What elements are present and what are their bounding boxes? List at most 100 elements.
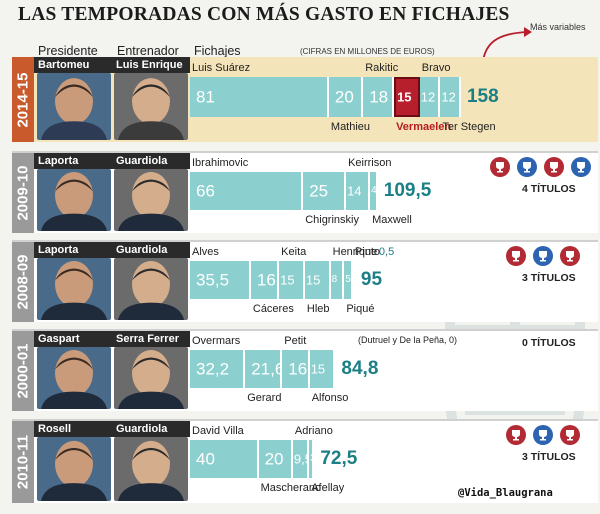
player-name: Cáceres [252, 303, 294, 315]
trophy-icon [571, 157, 591, 177]
trophy-icon [560, 425, 580, 445]
presidente-photo [37, 437, 111, 501]
season-row: 2008-09 Laporta Guardiola 35,5 Alves 16,5 Cáce… [12, 240, 598, 322]
player-name: Maxwell [372, 214, 412, 226]
credit: @Vida_Blaugrana [458, 487, 553, 499]
player-bar: 9,5 [292, 440, 312, 478]
player-value-label: 18 [369, 87, 389, 107]
player-value-label: 20 [264, 449, 284, 469]
player-name: Gerard [247, 392, 282, 404]
variables-note: Más variables [530, 22, 586, 32]
player-name: Hleb [306, 303, 330, 315]
player-name: David Villa [192, 425, 244, 437]
entrenador-photo [114, 437, 188, 501]
player-bar: 8 [330, 261, 345, 299]
season-year-bar: 2000-01 [12, 331, 34, 411]
player-bar: 3 [309, 440, 316, 478]
player-name: Keita [281, 246, 307, 258]
trophy-icon [560, 246, 580, 266]
trophy-icon [506, 425, 526, 445]
titles-count: 0 TÍTULOS [522, 337, 576, 349]
season-note: (Dutruel y De la Peña, 0) [358, 335, 458, 345]
player-bar: 5 [344, 261, 353, 299]
player-name: Ibrahimovic [192, 157, 249, 169]
player-bar: 35,5 [190, 261, 251, 299]
player-bar: 32,2 [190, 350, 246, 388]
player-value-label: 15 [310, 361, 326, 377]
trophy-icon [533, 425, 553, 445]
player-name: Keirrison [348, 157, 392, 169]
player-bar: 20 [258, 440, 293, 478]
player-value-label: 15 [280, 272, 295, 288]
player-name: Chigrinskiy [305, 214, 359, 226]
season-total: 158 [466, 86, 499, 107]
player-value-label: 32,2 [196, 359, 230, 379]
entrenador-name: Luis Enrique [116, 59, 183, 71]
entrenador-photo [114, 73, 188, 140]
titles-count: 4 TÍTULOS [522, 183, 576, 195]
player-bar: 81 [190, 77, 329, 117]
player-bar: 40 [190, 440, 259, 478]
column-header-entrenador: Entrenador [117, 44, 179, 58]
player-value-label: 15 [305, 272, 321, 288]
player-value-label: 14 [347, 183, 362, 199]
name-strip [34, 242, 190, 258]
player-bar: 14 [346, 172, 371, 210]
trophy-icon [517, 157, 537, 177]
player-name: Pinto [354, 246, 380, 258]
player-name: Piqué [346, 303, 375, 315]
season-total: 109,5 [383, 180, 432, 201]
player-value-label: 5 [345, 274, 351, 285]
presidente-name: Rosell [38, 423, 72, 435]
trophy-icon [506, 246, 526, 266]
season-total: 84,8 [341, 358, 379, 379]
player-value-label: 3 [310, 453, 316, 464]
player-bar: 4,5 [370, 172, 385, 210]
season-row: 2009-10 Laporta Guardiola 66 Ibrahimovic 25 Ch… [12, 151, 598, 233]
player-name: Bravo [421, 62, 451, 74]
season-row: 2010-11 Rosell Guardiola 40 David Villa 20 Mas… [12, 419, 598, 503]
presidente-name: Bartomeu [38, 59, 90, 71]
titles-count: 3 TÍTULOS [522, 272, 576, 284]
player-name: Adriano [294, 425, 333, 437]
player-value-label: 4,5 [371, 185, 385, 196]
player-value-label: 66 [196, 181, 215, 201]
season-year-label: 2009-10 [14, 165, 32, 221]
season-year-bar: 2014-15 [12, 57, 34, 142]
entrenador-name: Guardiola [116, 423, 168, 435]
player-value-label: 16 [288, 359, 308, 379]
player-value-label: 20 [334, 87, 354, 107]
player-value-label: 15 [397, 89, 412, 105]
season-year-label: 2014-15 [14, 71, 32, 128]
player-bar: 25 [303, 172, 347, 210]
player-bar: 15 [279, 261, 305, 299]
player-value-label: 9,5 [293, 451, 312, 467]
player-value-label: 12 [441, 89, 456, 105]
titles-count: 3 TÍTULOS [522, 451, 576, 463]
presidente-name: Gaspart [38, 333, 80, 345]
presidente-name: Laporta [38, 155, 79, 167]
player-bar: 18 [363, 77, 395, 117]
presidente-photo [37, 73, 111, 140]
player-bar: 15 [309, 350, 336, 388]
player-name: Petit [284, 335, 307, 347]
player-value-label: 25 [309, 181, 329, 201]
season-year-label: 2008-09 [14, 254, 32, 310]
season-total: 72,5 [320, 448, 358, 469]
column-header-presidente: Presidente [38, 44, 98, 58]
player-name: Rakitic [365, 62, 399, 74]
player-bar: 15 [394, 77, 420, 117]
player-name: Mathieu [330, 121, 371, 133]
player-bar: 66 [190, 172, 304, 210]
player-value-label: 35,5 [196, 270, 230, 290]
season-year-label: 2010-11 [14, 434, 32, 490]
entrenador-name: Serra Ferrer [116, 333, 179, 345]
player-name: Alfonso [311, 392, 349, 404]
season-year-bar: 2008-09 [12, 242, 34, 322]
units-note: (CIFRAS EN MILLONES DE EUROS) [300, 47, 435, 56]
presidente-photo [37, 347, 111, 409]
player-value-label: 0,5 [378, 246, 395, 258]
page-title: LAS TEMPORADAS CON MÁS GASTO EN FICHAJES [18, 4, 510, 25]
player-value-label: 81 [196, 87, 215, 107]
